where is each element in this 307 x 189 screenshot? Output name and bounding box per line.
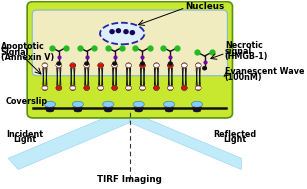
- Ellipse shape: [111, 64, 118, 67]
- Text: (100nM): (100nM): [225, 73, 262, 81]
- Ellipse shape: [154, 85, 159, 91]
- Ellipse shape: [70, 64, 76, 67]
- Ellipse shape: [164, 106, 174, 110]
- Text: Reflected: Reflected: [213, 130, 257, 139]
- Text: (Annexin V): (Annexin V): [1, 53, 54, 62]
- Ellipse shape: [112, 63, 117, 68]
- Ellipse shape: [126, 64, 132, 67]
- Ellipse shape: [154, 86, 159, 90]
- Text: (HMGB-1): (HMGB-1): [225, 53, 268, 61]
- Ellipse shape: [42, 86, 48, 90]
- Ellipse shape: [56, 61, 61, 66]
- Ellipse shape: [74, 109, 82, 112]
- Ellipse shape: [167, 86, 173, 90]
- Text: Evanescent Wave: Evanescent Wave: [225, 67, 304, 77]
- Ellipse shape: [45, 106, 55, 110]
- Text: Apoptotic: Apoptotic: [1, 42, 44, 51]
- Ellipse shape: [168, 61, 173, 66]
- Ellipse shape: [140, 61, 145, 66]
- Ellipse shape: [123, 29, 129, 34]
- Ellipse shape: [103, 106, 113, 110]
- Ellipse shape: [193, 109, 201, 112]
- Ellipse shape: [139, 86, 146, 90]
- Ellipse shape: [42, 64, 48, 67]
- Ellipse shape: [196, 63, 201, 68]
- Ellipse shape: [140, 85, 145, 91]
- Ellipse shape: [98, 64, 104, 67]
- Text: Light: Light: [13, 135, 36, 144]
- Text: Light: Light: [223, 135, 247, 144]
- Ellipse shape: [56, 85, 61, 91]
- FancyBboxPatch shape: [32, 10, 227, 76]
- Ellipse shape: [73, 106, 83, 110]
- Polygon shape: [8, 111, 130, 170]
- Ellipse shape: [165, 109, 173, 112]
- Ellipse shape: [45, 101, 56, 107]
- Ellipse shape: [109, 29, 115, 34]
- Ellipse shape: [167, 64, 173, 67]
- Ellipse shape: [98, 63, 103, 68]
- Ellipse shape: [42, 63, 48, 68]
- Ellipse shape: [134, 106, 144, 110]
- Ellipse shape: [133, 101, 144, 107]
- Ellipse shape: [202, 66, 207, 70]
- Ellipse shape: [126, 85, 131, 91]
- Ellipse shape: [70, 85, 76, 91]
- Ellipse shape: [84, 85, 89, 91]
- Text: Coverslip: Coverslip: [6, 97, 48, 106]
- Ellipse shape: [135, 109, 142, 112]
- Ellipse shape: [84, 61, 89, 66]
- Ellipse shape: [72, 101, 84, 107]
- Ellipse shape: [70, 86, 76, 90]
- Ellipse shape: [84, 63, 89, 68]
- Ellipse shape: [126, 63, 131, 68]
- Ellipse shape: [126, 86, 132, 90]
- Text: Nucleus: Nucleus: [185, 2, 225, 11]
- Ellipse shape: [84, 64, 90, 67]
- Ellipse shape: [154, 64, 159, 67]
- Ellipse shape: [56, 86, 62, 90]
- Ellipse shape: [196, 85, 201, 91]
- Ellipse shape: [182, 85, 187, 91]
- Ellipse shape: [164, 101, 175, 107]
- Ellipse shape: [130, 30, 135, 35]
- Ellipse shape: [195, 64, 201, 67]
- Ellipse shape: [42, 85, 48, 91]
- Ellipse shape: [111, 86, 118, 90]
- Ellipse shape: [98, 85, 103, 91]
- Text: Signal: Signal: [1, 48, 29, 57]
- Ellipse shape: [154, 63, 159, 68]
- Polygon shape: [130, 111, 241, 170]
- Ellipse shape: [98, 86, 104, 90]
- Ellipse shape: [140, 63, 145, 68]
- Ellipse shape: [195, 86, 201, 90]
- Ellipse shape: [56, 64, 62, 67]
- Ellipse shape: [191, 101, 203, 107]
- Ellipse shape: [168, 63, 173, 68]
- Text: Necrotic: Necrotic: [225, 41, 262, 50]
- Ellipse shape: [192, 106, 202, 110]
- Text: Incident: Incident: [6, 130, 43, 139]
- Ellipse shape: [116, 28, 121, 33]
- Ellipse shape: [112, 85, 117, 91]
- Ellipse shape: [70, 63, 76, 68]
- Ellipse shape: [139, 64, 146, 67]
- Ellipse shape: [56, 63, 61, 68]
- Ellipse shape: [103, 101, 114, 107]
- Ellipse shape: [181, 86, 187, 90]
- Text: TIRF Imaging: TIRF Imaging: [97, 175, 162, 184]
- Text: signal: signal: [225, 47, 252, 56]
- Ellipse shape: [84, 86, 90, 90]
- Ellipse shape: [182, 63, 187, 68]
- Ellipse shape: [168, 85, 173, 91]
- Ellipse shape: [181, 64, 187, 67]
- Ellipse shape: [104, 109, 112, 112]
- Ellipse shape: [112, 61, 117, 66]
- FancyBboxPatch shape: [27, 2, 232, 118]
- Ellipse shape: [100, 23, 144, 44]
- Ellipse shape: [46, 109, 54, 112]
